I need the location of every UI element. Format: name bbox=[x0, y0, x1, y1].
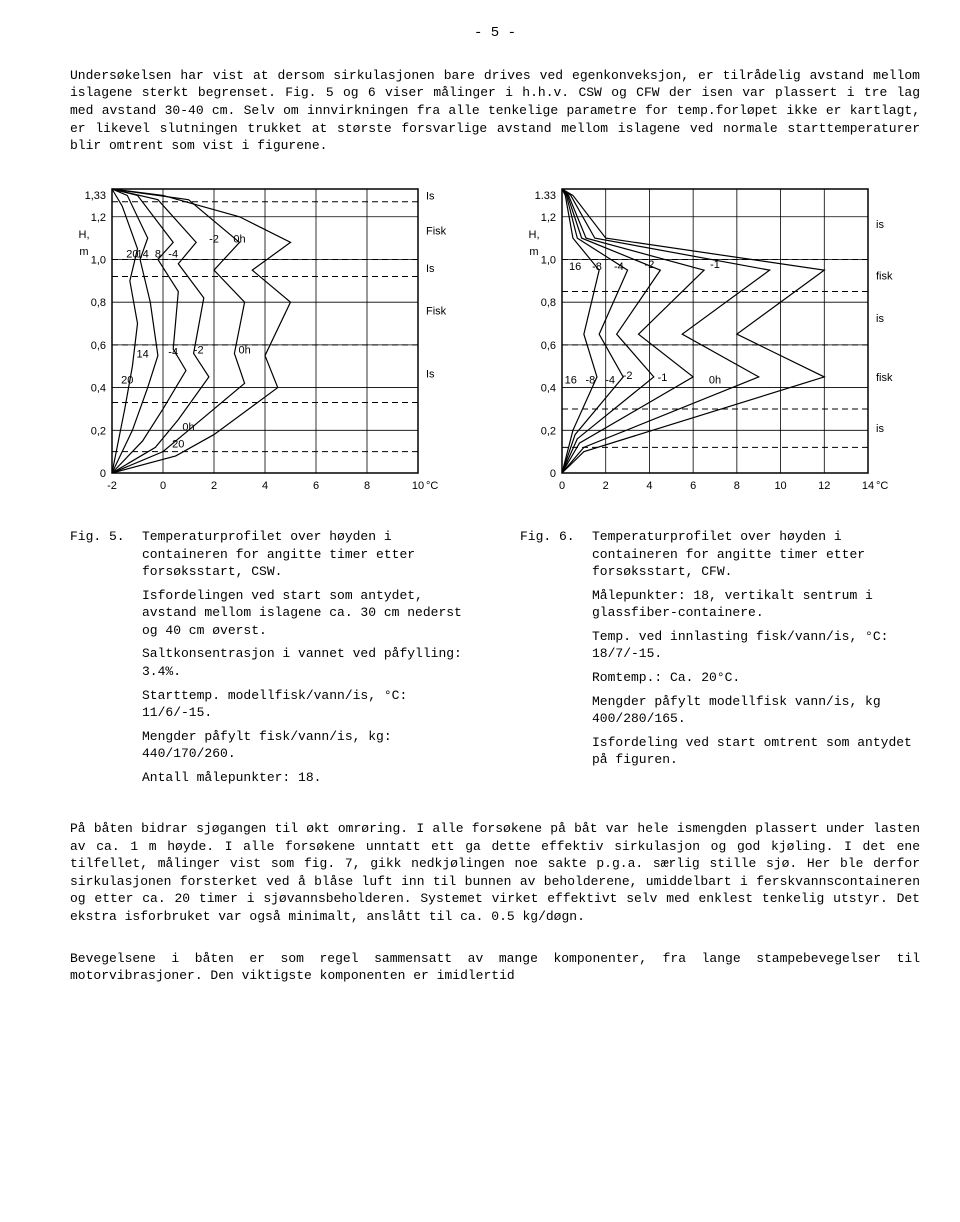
svg-text:-4: -4 bbox=[614, 261, 624, 273]
fig5-title: Temperaturprofilet over høyden i contain… bbox=[142, 528, 470, 581]
caption-line: Antall målepunkter: 18. bbox=[142, 769, 470, 787]
svg-text:0,8: 0,8 bbox=[541, 297, 556, 309]
svg-text:10: 10 bbox=[774, 480, 786, 492]
svg-text:1,0: 1,0 bbox=[91, 254, 106, 266]
svg-text:0,2: 0,2 bbox=[541, 425, 556, 437]
bottom-paragraph-2: Bevegelsene i båten er som regel sammens… bbox=[70, 950, 920, 985]
svg-text:0h: 0h bbox=[182, 421, 194, 433]
caption-line: Målepunkter: 18, vertikalt sentrum i gla… bbox=[592, 587, 920, 622]
svg-text:0,4: 0,4 bbox=[91, 382, 106, 394]
svg-text:1,2: 1,2 bbox=[91, 211, 106, 223]
svg-text:-1: -1 bbox=[658, 372, 668, 384]
caption-line: Mengder påfylt fisk/vann/is, kg: 440/170… bbox=[142, 728, 470, 763]
svg-text:6: 6 bbox=[313, 480, 319, 492]
svg-text:12: 12 bbox=[818, 480, 830, 492]
svg-text:8: 8 bbox=[734, 480, 740, 492]
svg-text:6: 6 bbox=[690, 480, 696, 492]
svg-text:4: 4 bbox=[262, 480, 268, 492]
svg-text:0,2: 0,2 bbox=[91, 425, 106, 437]
svg-text:°C: °C bbox=[426, 480, 438, 492]
charts-row: -2024681000,20,40,60,81,01,21,33H,m°CIsF… bbox=[70, 179, 920, 505]
svg-text:0,6: 0,6 bbox=[541, 340, 556, 352]
caption-line: Temp. ved innlasting fisk/vann/is, °C: 1… bbox=[592, 628, 920, 663]
svg-text:m: m bbox=[529, 246, 538, 258]
fig6-label: Fig. 6. bbox=[520, 528, 592, 581]
svg-text:H,: H, bbox=[529, 229, 540, 241]
fig6-title: Temperaturprofilet over høyden i contain… bbox=[592, 528, 920, 581]
fig6-chart: 0 2 4 6 8 10 12 14 0 0,2 0,4 0,6 0,8 1,0 1,2 1.33 H, m °C i… bbox=[520, 179, 920, 505]
caption-line: Isfordelingen ved start som antydet, avs… bbox=[142, 587, 470, 640]
svg-text:-2: -2 bbox=[645, 259, 655, 271]
svg-text:2: 2 bbox=[211, 480, 217, 492]
svg-text:0h: 0h bbox=[233, 233, 245, 245]
page-number: - 5 - bbox=[70, 24, 920, 43]
svg-text:is: is bbox=[876, 423, 884, 435]
svg-text:H,: H, bbox=[79, 229, 90, 241]
svg-text:8: 8 bbox=[155, 248, 161, 260]
svg-text:m: m bbox=[79, 246, 88, 258]
svg-text:1,0: 1,0 bbox=[541, 254, 556, 266]
svg-text:0h: 0h bbox=[238, 344, 250, 356]
svg-text:0h: 0h bbox=[709, 374, 721, 386]
svg-text:is: is bbox=[876, 219, 884, 231]
fig6-caption: Fig. 6. Temperaturprofilet over høyden i… bbox=[520, 528, 920, 792]
svg-text:10: 10 bbox=[412, 480, 424, 492]
caption-line: Saltkonsentrasjon i vannet ved påfylling… bbox=[142, 645, 470, 680]
caption-line: Mengder påfylt modellfisk vann/is, kg 40… bbox=[592, 693, 920, 728]
caption-line: Romtemp.: Ca. 20°C. bbox=[592, 669, 920, 687]
fig5-label: Fig. 5. bbox=[70, 528, 142, 581]
svg-text:14: 14 bbox=[136, 348, 148, 360]
svg-text:20: 20 bbox=[126, 248, 138, 260]
svg-text:-8: -8 bbox=[586, 374, 596, 386]
svg-text:-2: -2 bbox=[194, 344, 204, 356]
fig5-caption: Fig. 5. Temperaturprofilet over høyden i… bbox=[70, 528, 470, 792]
svg-text:Is: Is bbox=[426, 368, 435, 380]
svg-text:14: 14 bbox=[862, 480, 874, 492]
svg-text:-4: -4 bbox=[168, 248, 178, 260]
svg-text:-1: -1 bbox=[710, 259, 720, 271]
svg-text:20: 20 bbox=[172, 438, 184, 450]
bottom-paragraph-1: På båten bidrar sjøgangen til økt omrøri… bbox=[70, 820, 920, 925]
intro-paragraph: Undersøkelsen har vist at dersom sirkula… bbox=[70, 67, 920, 155]
svg-text:0: 0 bbox=[559, 480, 565, 492]
svg-text:-8: -8 bbox=[592, 261, 602, 273]
captions-row: Fig. 5. Temperaturprofilet over høyden i… bbox=[70, 528, 920, 792]
svg-text:°C: °C bbox=[876, 480, 888, 492]
svg-text:Is: Is bbox=[426, 263, 435, 275]
svg-text:is: is bbox=[876, 313, 884, 325]
svg-text:4: 4 bbox=[646, 480, 652, 492]
svg-text:-2: -2 bbox=[623, 370, 633, 382]
svg-text:fisk: fisk bbox=[876, 270, 893, 282]
fig5-chart: -2024681000,20,40,60,81,01,21,33H,m°CIsF… bbox=[70, 179, 470, 505]
svg-text:1,33: 1,33 bbox=[85, 190, 106, 202]
svg-text:1,2: 1,2 bbox=[541, 211, 556, 223]
svg-text:16: 16 bbox=[565, 374, 577, 386]
svg-text:16: 16 bbox=[569, 261, 581, 273]
svg-text:0,8: 0,8 bbox=[91, 297, 106, 309]
svg-text:Is: Is bbox=[426, 190, 435, 202]
svg-text:Fisk: Fisk bbox=[426, 305, 447, 317]
svg-text:Fisk: Fisk bbox=[426, 225, 447, 237]
svg-text:2: 2 bbox=[603, 480, 609, 492]
svg-text:20: 20 bbox=[121, 374, 133, 386]
svg-text:0,4: 0,4 bbox=[541, 382, 556, 394]
svg-text:-2: -2 bbox=[107, 480, 117, 492]
svg-text:0: 0 bbox=[100, 468, 106, 480]
svg-text:1.33: 1.33 bbox=[535, 190, 556, 202]
svg-text:-4: -4 bbox=[168, 346, 178, 358]
svg-text:8: 8 bbox=[364, 480, 370, 492]
svg-text:-2: -2 bbox=[209, 233, 219, 245]
svg-text:fisk: fisk bbox=[876, 372, 893, 384]
svg-text:0,6: 0,6 bbox=[91, 340, 106, 352]
svg-text:0: 0 bbox=[160, 480, 166, 492]
caption-line: Isfordeling ved start omtrent som antyde… bbox=[592, 734, 920, 769]
caption-line: Starttemp. modellfisk/vann/is, °C: 11/6/… bbox=[142, 687, 470, 722]
svg-text:-4: -4 bbox=[605, 374, 615, 386]
svg-text:0: 0 bbox=[550, 468, 556, 480]
